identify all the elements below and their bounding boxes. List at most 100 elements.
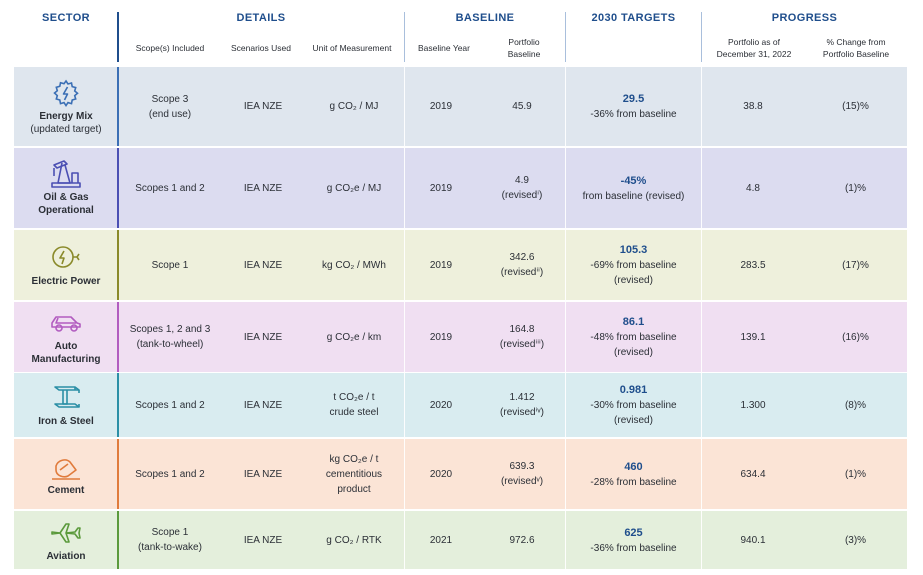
subheader-pct-change: % Change from Portfolio Baseline [806,36,906,60]
portfolio-baseline-cell: 45.9 [478,67,566,146]
subheader-portfolio-asof: Portfolio as of December 31, 2022 [704,36,804,60]
subheader-portfolio-baseline-line1: Portfolio [508,37,540,47]
column-divider [404,67,405,146]
scope-cell: Scopes 1, 2 and 3 (tank-to-wheel) [118,302,222,372]
subheader-scope: Scope(s) Included [135,43,205,53]
target-text: from baseline (revised) [582,190,685,202]
target-text: (revised) [614,415,653,426]
scenario-cell: IEA NZE [222,230,304,300]
subheader-pct-change-line1: % Change from [826,37,886,47]
pct-change-value: (3)% [844,534,867,546]
row-accent-divider [117,148,119,228]
gear-bolt-icon [48,78,84,108]
subheader-portfolio-asof-line2: December 31, 2022 [716,49,792,59]
pct-change-value: (16)% [842,331,869,343]
column-divider [565,67,566,146]
baseline-year-value: 2019 [429,331,453,343]
baseline-year-value: 2020 [429,468,453,480]
target-cell: 460 -28% from baseline [566,439,701,509]
column-divider [565,230,566,300]
sector-cell: Aviation [14,511,118,569]
portfolio-asof-value: 1.300 [740,399,766,411]
baseline-note: (revisedᵛ) [500,476,544,487]
baseline-year-cell: 2019 [405,302,477,372]
cement-mixer-icon [48,452,84,482]
row-accent-divider [117,439,119,509]
scope-line: Scope 1 [151,527,189,538]
baseline-year-value: 2019 [429,182,453,194]
target-cell: 86.1 -48% from baseline (revised) [566,302,701,372]
sector-name: Oil & Gas [43,192,89,203]
row-accent-divider [117,67,119,146]
portfolio-asof-cell: 4.8 [702,148,804,228]
pct-change-value: (1)% [844,182,867,194]
table-row: Cement Scopes 1 and 2 IEA NZE kg CO₂e / t c… [14,439,907,509]
scenario-cell: IEA NZE [222,148,304,228]
header-separator [565,12,566,62]
scope-line: (tank-to-wheel) [136,339,204,350]
column-divider [565,511,566,569]
column-divider [701,67,702,146]
pct-change-value: (8)% [844,399,867,411]
baseline-year-cell: 2020 [405,373,477,437]
portfolio-baseline-value: 45.9 [512,101,532,112]
sector-cell: Auto Manufacturing [14,302,118,372]
sector-note: (updated target) [30,123,102,135]
target-value: 86.1 [622,316,645,328]
scope-line: (tank-to-wake) [138,542,202,553]
target-value: 625 [624,526,643,539]
pct-change-cell: (1)% [804,439,907,509]
scope-line: Scopes 1 and 2 [135,182,205,194]
table-row: Iron & Steel Scopes 1 and 2 IEA NZE t CO₂e… [14,373,907,437]
sector-cell: Oil & Gas Operational [14,148,118,228]
unit-cell: g CO₂ / MJ [304,67,404,146]
table-row: Energy Mix (updated target) Scope 3 (end … [14,67,907,146]
target-value: -45% [620,174,647,187]
portfolio-asof-value: 634.4 [740,468,766,480]
column-divider [404,230,405,300]
scenario-value: IEA NZE [243,331,283,343]
pct-change-value: (17)% [842,259,869,271]
subheader-scenarios: Scenarios Used [230,43,291,53]
portfolio-baseline-cell: 639.3 (revisedᵛ) [478,439,566,509]
sector-cell: Electric Power [14,230,118,300]
scope-cell: Scopes 1 and 2 [118,439,222,509]
scenario-cell: IEA NZE [222,302,304,372]
target-cell: 625 -36% from baseline [566,511,701,569]
scope-line: Scopes 1, 2 and 3 [129,324,211,335]
sector-cell: Energy Mix (updated target) [14,67,118,146]
scenario-value: IEA NZE [243,259,283,271]
header-separator [701,12,702,62]
column-divider [565,439,566,509]
portfolio-baseline-value: 1.412 [509,392,535,403]
scenario-value: IEA NZE [243,101,283,112]
column-divider [701,148,702,228]
table-row: Aviation Scope 1 (tank-to-wake) IEA NZE g C… [14,511,907,569]
sector-name: Auto [54,341,78,352]
unit-line: kg CO₂ / MWh [322,259,386,271]
unit-line: g CO₂e / km [326,331,382,343]
portfolio-asof-value: 940.1 [740,534,766,546]
scenario-value: IEA NZE [243,399,283,411]
oil-pump-icon [48,159,84,189]
electric-plug-icon [48,243,84,273]
scenario-cell: IEA NZE [222,511,304,569]
column-divider [404,148,405,228]
header-separator [404,12,405,62]
portfolio-asof-cell: 283.5 [702,230,804,300]
unit-cell: kg CO₂e / t cementitious product [304,439,404,509]
subheader-pct-change-line2: Portfolio Baseline [822,49,890,59]
sector-name: Energy Mix [39,110,93,122]
target-text: -48% from baseline [590,332,677,343]
scope-cell: Scope 1 [118,230,222,300]
sector-cell: Cement [14,439,118,509]
column-divider [701,230,702,300]
row-accent-divider [117,302,119,372]
header-targets: 2030 TARGETS [591,12,676,24]
sector-name: Cement [47,484,85,496]
subheader-portfolio-baseline: Portfolio Baseline [484,36,564,60]
target-value: 0.981 [619,384,648,396]
baseline-year-cell: 2021 [405,511,477,569]
target-text: -30% from baseline [590,400,677,411]
airplane-icon [48,518,84,548]
